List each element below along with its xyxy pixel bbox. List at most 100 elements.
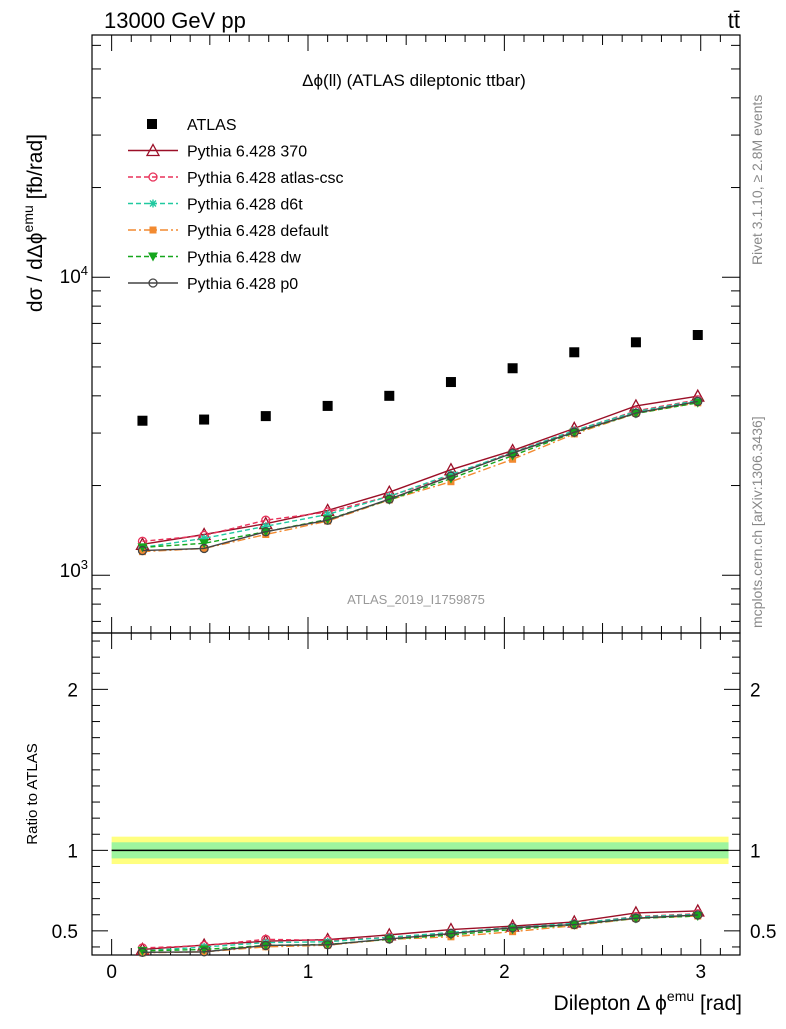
plot-title: Δϕ(ll) (ATLAS dileptonic ttbar)	[302, 71, 526, 90]
ratio-ytick-label-left: 2	[67, 680, 78, 701]
d6t-point	[200, 534, 209, 543]
p0-point	[261, 527, 271, 537]
legend-label-default: Pythia 6.428 default	[187, 223, 329, 240]
legend: ATLAS Pythia 6.428 370 Pythia 6.428 atlas-…	[128, 117, 344, 293]
p0-point	[507, 448, 518, 458]
p0-point	[446, 928, 456, 939]
xtick-label: 1	[303, 962, 314, 983]
p0-point	[631, 408, 641, 418]
d6t-point	[261, 522, 270, 531]
legend-label-atlas_csc: Pythia 6.428 atlas-csc	[187, 170, 344, 187]
xlabel: Dilepton Δ ϕemu [rad]	[554, 988, 742, 1015]
legend-label-d6t: Pythia 6.428 d6t	[187, 197, 303, 214]
side-text-rivet: Rivet 3.1.10, ≥ 2.8M events	[749, 95, 765, 265]
legend-entry-atlas_csc: Pythia 6.428 atlas-csc	[128, 170, 344, 187]
ratio-ytick-label-right: 2	[750, 680, 761, 701]
dw-point	[199, 945, 210, 955]
p0-point	[693, 910, 703, 920]
legend-entry-d6t: Pythia 6.428 d6t	[128, 197, 303, 214]
p0-point	[446, 471, 456, 481]
main-ytick-label-1e3: 103	[60, 557, 88, 582]
legend-label-dw: Pythia 6.428 dw	[187, 250, 301, 267]
ratio-line-d6t	[142, 913, 698, 952]
p0-point	[199, 947, 209, 957]
p0-point	[507, 923, 518, 933]
series-line-d6t	[142, 399, 698, 549]
dw-point	[569, 920, 580, 930]
ratio-uncertainty-band	[111, 836, 729, 865]
ratio-line-dw	[142, 915, 698, 952]
dw-point	[630, 914, 641, 924]
p0-point	[137, 947, 148, 957]
default-point	[149, 226, 157, 234]
legend-entry-atlas: ATLAS	[147, 117, 237, 134]
atlas-point	[692, 330, 703, 341]
series-atlas	[137, 330, 703, 426]
legend-entry-dw: Pythia 6.428 dw	[128, 250, 301, 267]
ratio-line-default	[142, 915, 698, 954]
atlas-point	[147, 119, 157, 129]
p0-point	[261, 940, 271, 951]
atlas-point	[445, 377, 456, 388]
p0-point	[148, 278, 158, 288]
xtick-label: 3	[695, 962, 706, 983]
p0-point	[384, 494, 394, 504]
ratio-line-atlas_csc	[142, 913, 698, 949]
series-p0	[137, 396, 703, 556]
side-text-source: mcplots.cern.ch [arXiv:1306.3436]	[749, 416, 765, 628]
dw-point	[384, 935, 395, 945]
ratio-plot-frame	[91, 632, 741, 956]
ratio-ytick-label-right: 0.5	[750, 922, 776, 943]
dw-point	[137, 543, 148, 553]
dw-point	[692, 398, 703, 408]
atlas-point	[384, 390, 395, 401]
p0-point	[569, 919, 579, 930]
main-series-layer	[135, 330, 705, 556]
series-line-default	[142, 402, 698, 553]
p0-point	[137, 545, 148, 556]
atlas-point	[199, 414, 210, 425]
dw-point	[692, 912, 703, 922]
p0-point	[322, 940, 333, 950]
series-line-p0	[142, 400, 698, 552]
p370-point	[145, 143, 161, 157]
p0-point	[569, 427, 579, 437]
p0-point	[631, 913, 641, 923]
atlas-point	[630, 337, 641, 348]
ratio-ytick-label-right: 1	[750, 841, 761, 862]
dw-point	[630, 409, 641, 419]
xtick-label: 2	[499, 962, 510, 983]
atlas_csc-point	[148, 172, 158, 182]
series-line-p370	[142, 395, 698, 546]
xtick-label: 0	[106, 962, 117, 983]
legend-entry-default: Pythia 6.428 default	[128, 223, 329, 240]
series-dw	[137, 398, 703, 553]
process-label: tt̄	[728, 8, 740, 33]
d6t-point	[323, 510, 332, 519]
legend-label-p0: Pythia 6.428 p0	[187, 276, 298, 293]
ratio-ylabel: Ratio to ATLAS	[24, 743, 41, 844]
atlas-point	[322, 400, 333, 411]
atlas-point	[137, 415, 148, 426]
ratio-series-layer	[135, 903, 705, 957]
ratio-series-p370	[135, 903, 705, 956]
ratio-line-p0	[142, 914, 698, 954]
p0-point	[384, 934, 394, 944]
legend-entry-p0: Pythia 6.428 p0	[128, 276, 298, 293]
series-d6t	[138, 396, 702, 552]
d6t-point	[149, 199, 157, 208]
legend-label-p370: Pythia 6.428 370	[187, 144, 307, 161]
p0-point	[199, 543, 209, 554]
series-line-dw	[142, 402, 698, 549]
main-ylabel: dσ / dΔϕemu [fb/rad]	[20, 134, 47, 312]
ratio-ytick-label-left: 0.5	[52, 922, 78, 943]
analysis-watermark: ATLAS_2019_I1759875	[347, 592, 485, 607]
legend-entry-p370: Pythia 6.428 370	[128, 143, 307, 161]
p0-point	[322, 515, 333, 525]
atlas-point	[260, 411, 271, 422]
ratio-series-p0	[137, 910, 703, 957]
atlas-point	[507, 363, 518, 374]
series-p370	[135, 388, 705, 550]
dw-point	[148, 252, 158, 262]
